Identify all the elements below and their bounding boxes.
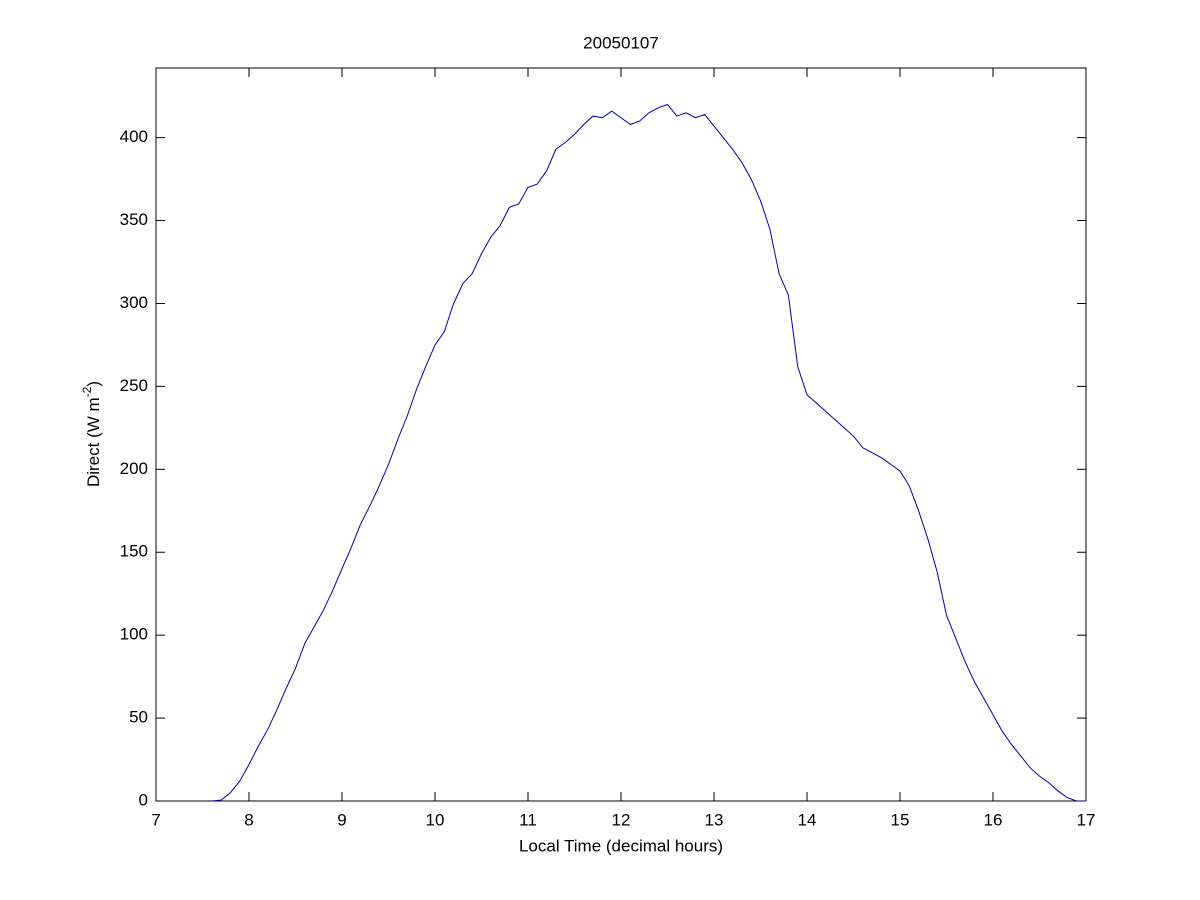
- y-tick-label: 400: [120, 127, 148, 146]
- chart-title: 20050107: [583, 33, 659, 52]
- x-tick-label: 16: [984, 810, 1003, 829]
- x-tick-label: 8: [244, 810, 253, 829]
- x-tick-label: 7: [151, 810, 160, 829]
- y-tick-label: 300: [120, 293, 148, 312]
- x-tick-label: 15: [891, 810, 910, 829]
- x-tick-label: 13: [705, 810, 724, 829]
- axes-box: [155, 67, 1087, 802]
- x-tick-label: 17: [1077, 810, 1096, 829]
- y-axis-label-suffix: ): [84, 381, 103, 387]
- y-axis-label-text: Direct (W m: [84, 397, 103, 487]
- y-axis-label-superscript: -2: [80, 386, 94, 397]
- y-tick-label: 350: [120, 210, 148, 229]
- y-axis-label: Direct (W m-2): [80, 381, 103, 487]
- data-line: [211, 103, 1086, 802]
- x-tick-label: 9: [337, 810, 346, 829]
- y-tick-label: 200: [120, 459, 148, 478]
- y-tick-label: 150: [120, 542, 148, 561]
- y-tick-label: 250: [120, 376, 148, 395]
- y-tick-label: 0: [139, 790, 148, 809]
- y-tick-label: 50: [129, 708, 148, 727]
- x-axis-label: Local Time (decimal hours): [519, 836, 723, 855]
- x-tick-label: 12: [612, 810, 631, 829]
- y-tick-label: 100: [120, 625, 148, 644]
- x-tick-label: 11: [519, 810, 537, 829]
- x-tick-label: 14: [798, 810, 817, 829]
- x-tick-label: 10: [426, 810, 445, 829]
